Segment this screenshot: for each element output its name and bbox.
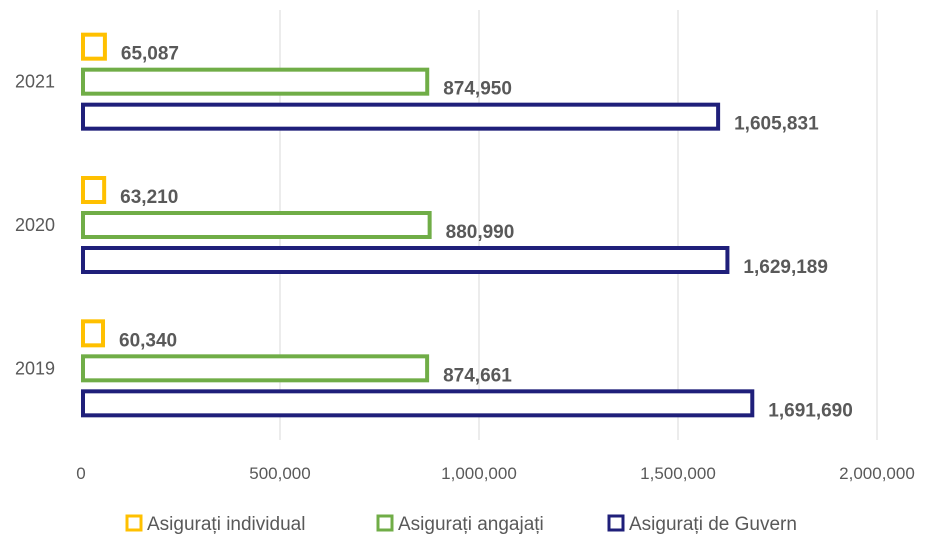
legend-label: Asigurați individual (147, 514, 305, 534)
bar (81, 67, 430, 96)
bar (81, 389, 755, 418)
bar (81, 32, 107, 61)
data-label: 63,210 (120, 187, 178, 208)
bar (81, 176, 107, 204)
bar (81, 102, 721, 131)
data-label: 60,340 (119, 330, 177, 351)
x-tick-label: 0 (76, 464, 85, 483)
data-label: 1,691,690 (768, 400, 853, 421)
y-axis-category-labels: 2019 2020 2021 (15, 72, 55, 379)
x-tick-label: 2,000,000 (839, 464, 915, 483)
x-tick-label: 1,000,000 (441, 464, 517, 483)
data-label: 874,661 (443, 365, 512, 386)
x-tick-label: 1,500,000 (640, 464, 716, 483)
bar (81, 246, 730, 274)
data-label: 65,087 (121, 44, 179, 65)
x-tick-label: 500,000 (249, 464, 310, 483)
legend-label: Asigurați de Guvern (629, 514, 797, 534)
y-category-label: 2020 (15, 215, 55, 235)
data-label: 1,629,189 (743, 257, 828, 278)
data-label: 1,605,831 (734, 114, 819, 135)
legend-swatch (607, 514, 625, 532)
y-category-label: 2019 (15, 358, 55, 378)
x-axis-tick-labels: 0 500,000 1,000,000 1,500,000 2,000,000 (76, 464, 915, 483)
bar (81, 354, 430, 383)
bar (81, 211, 432, 239)
data-label: 880,990 (446, 222, 515, 243)
y-category-label: 2021 (15, 72, 55, 92)
bars (81, 32, 755, 418)
data-labels: 60,340 874,661 1,691,690 63,210 880,990 1,629… (119, 44, 853, 422)
legend-swatch (376, 514, 394, 532)
legend-swatch (125, 514, 143, 532)
legend-label: Asigurați angajați (398, 514, 544, 534)
data-label: 874,950 (443, 79, 512, 100)
bar (81, 319, 106, 348)
legend: Asigurați individual Asigurați angajați As… (125, 514, 797, 534)
